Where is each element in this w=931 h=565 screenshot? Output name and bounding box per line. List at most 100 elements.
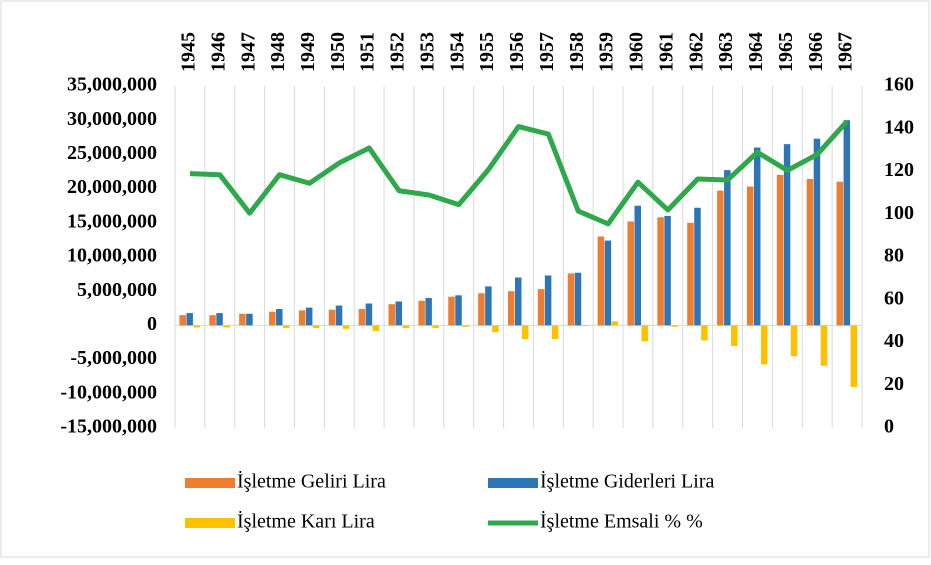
x-tick-label: 1960 <box>626 32 648 72</box>
bar <box>179 315 186 326</box>
bar <box>269 311 276 326</box>
bar <box>843 120 851 326</box>
y-tick-label: 25,000,000 <box>67 142 157 164</box>
y-tick-label: 10,000,000 <box>67 245 157 267</box>
bar <box>537 289 545 326</box>
x-tick-label: 1961 <box>655 32 677 72</box>
bar <box>657 217 664 326</box>
x-tick-label: 1964 <box>745 32 767 72</box>
y-tick-label: 20,000,000 <box>67 176 157 198</box>
legend-label: İşletme Geliri Lira <box>237 470 386 493</box>
x-tick-label: 1955 <box>476 32 498 72</box>
bar <box>298 310 306 326</box>
line <box>189 119 849 227</box>
bar <box>395 301 403 326</box>
y2-tick-label: 20 <box>884 373 904 395</box>
x-tick-label: 1946 <box>207 32 229 72</box>
bar <box>806 179 814 326</box>
bar <box>305 307 313 326</box>
bar <box>627 221 634 326</box>
bar <box>551 325 559 340</box>
legend-label: İşletme Giderleri Lira <box>540 470 714 493</box>
bar <box>820 325 828 366</box>
x-tick-label: 1948 <box>267 32 289 72</box>
bar <box>813 138 821 326</box>
y2-tick-label: 60 <box>884 287 904 309</box>
bar <box>209 315 216 326</box>
bar <box>776 174 784 326</box>
bar <box>223 325 230 328</box>
bar <box>358 308 366 326</box>
bar <box>664 215 671 326</box>
x-tick-label: 1952 <box>387 32 409 72</box>
bar <box>746 186 754 326</box>
bar <box>283 325 290 329</box>
bar <box>753 147 761 326</box>
bar <box>641 325 648 342</box>
bar <box>508 291 515 326</box>
bar <box>783 144 791 326</box>
bar <box>365 303 373 326</box>
bar <box>597 236 605 326</box>
legend-label: İşletme Karı Lira <box>237 510 375 533</box>
x-tick-label: 1951 <box>357 32 379 72</box>
bar <box>455 295 462 326</box>
bar <box>604 240 612 326</box>
bar <box>246 313 253 326</box>
x-tick-label: 1953 <box>416 32 438 72</box>
bar <box>239 313 246 326</box>
bar <box>544 275 552 326</box>
y2-tick-label: 100 <box>884 202 914 224</box>
bar <box>634 205 641 326</box>
x-tick-label: 1967 <box>835 32 857 72</box>
x-tick-label: 1963 <box>715 32 737 72</box>
x-tick-label: 1945 <box>178 32 200 72</box>
bar <box>687 222 694 326</box>
y-tick-label: 0 <box>147 313 157 335</box>
bar <box>388 304 396 326</box>
bar <box>515 277 522 326</box>
bar <box>418 300 425 326</box>
bar <box>492 325 499 333</box>
y-tick-label: 15,000,000 <box>67 210 157 232</box>
bar <box>836 181 844 326</box>
bar <box>342 325 350 329</box>
y2-tick-label: 120 <box>884 159 914 181</box>
bar <box>701 325 708 341</box>
bar <box>448 296 455 326</box>
y-tick-label: -10,000,000 <box>60 381 157 403</box>
y-tick-label: 35,000,000 <box>67 74 157 96</box>
bar <box>425 298 432 326</box>
y2-tick-label: 80 <box>884 245 904 267</box>
y2-tick-label: 40 <box>884 330 904 352</box>
legend-swatch <box>185 518 235 528</box>
bar <box>216 313 223 326</box>
y2-tick-label: 0 <box>884 416 894 438</box>
bar <box>328 309 336 326</box>
legend-label: İşletme Emsali % % <box>540 510 703 533</box>
bar <box>581 325 589 327</box>
bar <box>478 293 485 326</box>
x-tick-label: 1957 <box>536 32 558 72</box>
x-tick-label: 1954 <box>446 32 468 72</box>
bar <box>402 325 410 329</box>
x-tick-label: 1950 <box>327 32 349 72</box>
y-tick-label: 5,000,000 <box>77 279 157 301</box>
bar <box>312 325 320 329</box>
y2-tick-label: 160 <box>884 74 914 96</box>
bar <box>731 325 738 346</box>
bar <box>335 305 343 326</box>
bar <box>522 325 529 340</box>
bar <box>760 325 768 365</box>
bar <box>671 325 678 327</box>
bar <box>567 273 575 326</box>
x-tick-label: 1949 <box>297 32 319 72</box>
y-tick-label: 30,000,000 <box>67 108 157 130</box>
legend-swatch <box>488 478 538 488</box>
x-tick-label: 1966 <box>805 32 827 72</box>
x-tick-label: 1958 <box>566 32 588 72</box>
bar <box>724 170 731 326</box>
legend-swatch <box>185 478 235 488</box>
y-tick-label: -15,000,000 <box>60 416 157 438</box>
